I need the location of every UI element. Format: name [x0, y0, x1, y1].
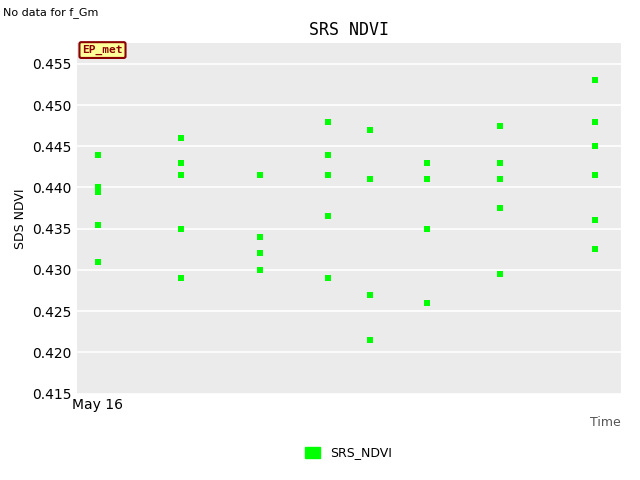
Point — [495, 270, 506, 278]
Point — [255, 250, 265, 257]
Point — [365, 175, 375, 183]
Point — [589, 143, 600, 150]
Point — [255, 266, 265, 274]
Point — [365, 126, 375, 133]
Point — [176, 275, 186, 282]
Point — [176, 171, 186, 179]
Point — [365, 291, 375, 299]
Point — [93, 151, 103, 158]
Point — [589, 216, 600, 224]
Text: No data for f_Gm: No data for f_Gm — [3, 7, 99, 18]
Point — [176, 225, 186, 232]
Point — [93, 258, 103, 265]
Point — [323, 118, 333, 125]
Point — [365, 336, 375, 344]
Point — [176, 159, 186, 167]
Point — [93, 221, 103, 228]
Point — [323, 151, 333, 158]
Text: Time: Time — [590, 416, 621, 430]
Text: EP_met: EP_met — [82, 45, 123, 55]
Point — [422, 225, 433, 232]
Point — [323, 171, 333, 179]
Title: SRS NDVI: SRS NDVI — [309, 21, 389, 39]
Legend: SRS_NDVI: SRS_NDVI — [300, 442, 397, 465]
Point — [589, 245, 600, 253]
Point — [495, 122, 506, 130]
Point — [176, 134, 186, 142]
Point — [422, 159, 433, 167]
Point — [422, 175, 433, 183]
Point — [495, 204, 506, 212]
Point — [255, 171, 265, 179]
Point — [93, 188, 103, 195]
Point — [495, 175, 506, 183]
Point — [589, 118, 600, 125]
Point — [495, 159, 506, 167]
Point — [422, 299, 433, 307]
Point — [93, 184, 103, 192]
Point — [323, 213, 333, 220]
Point — [323, 275, 333, 282]
Y-axis label: SDS NDVI: SDS NDVI — [14, 188, 27, 249]
Point — [365, 175, 375, 183]
Point — [589, 76, 600, 84]
Point — [589, 171, 600, 179]
Point — [255, 233, 265, 241]
